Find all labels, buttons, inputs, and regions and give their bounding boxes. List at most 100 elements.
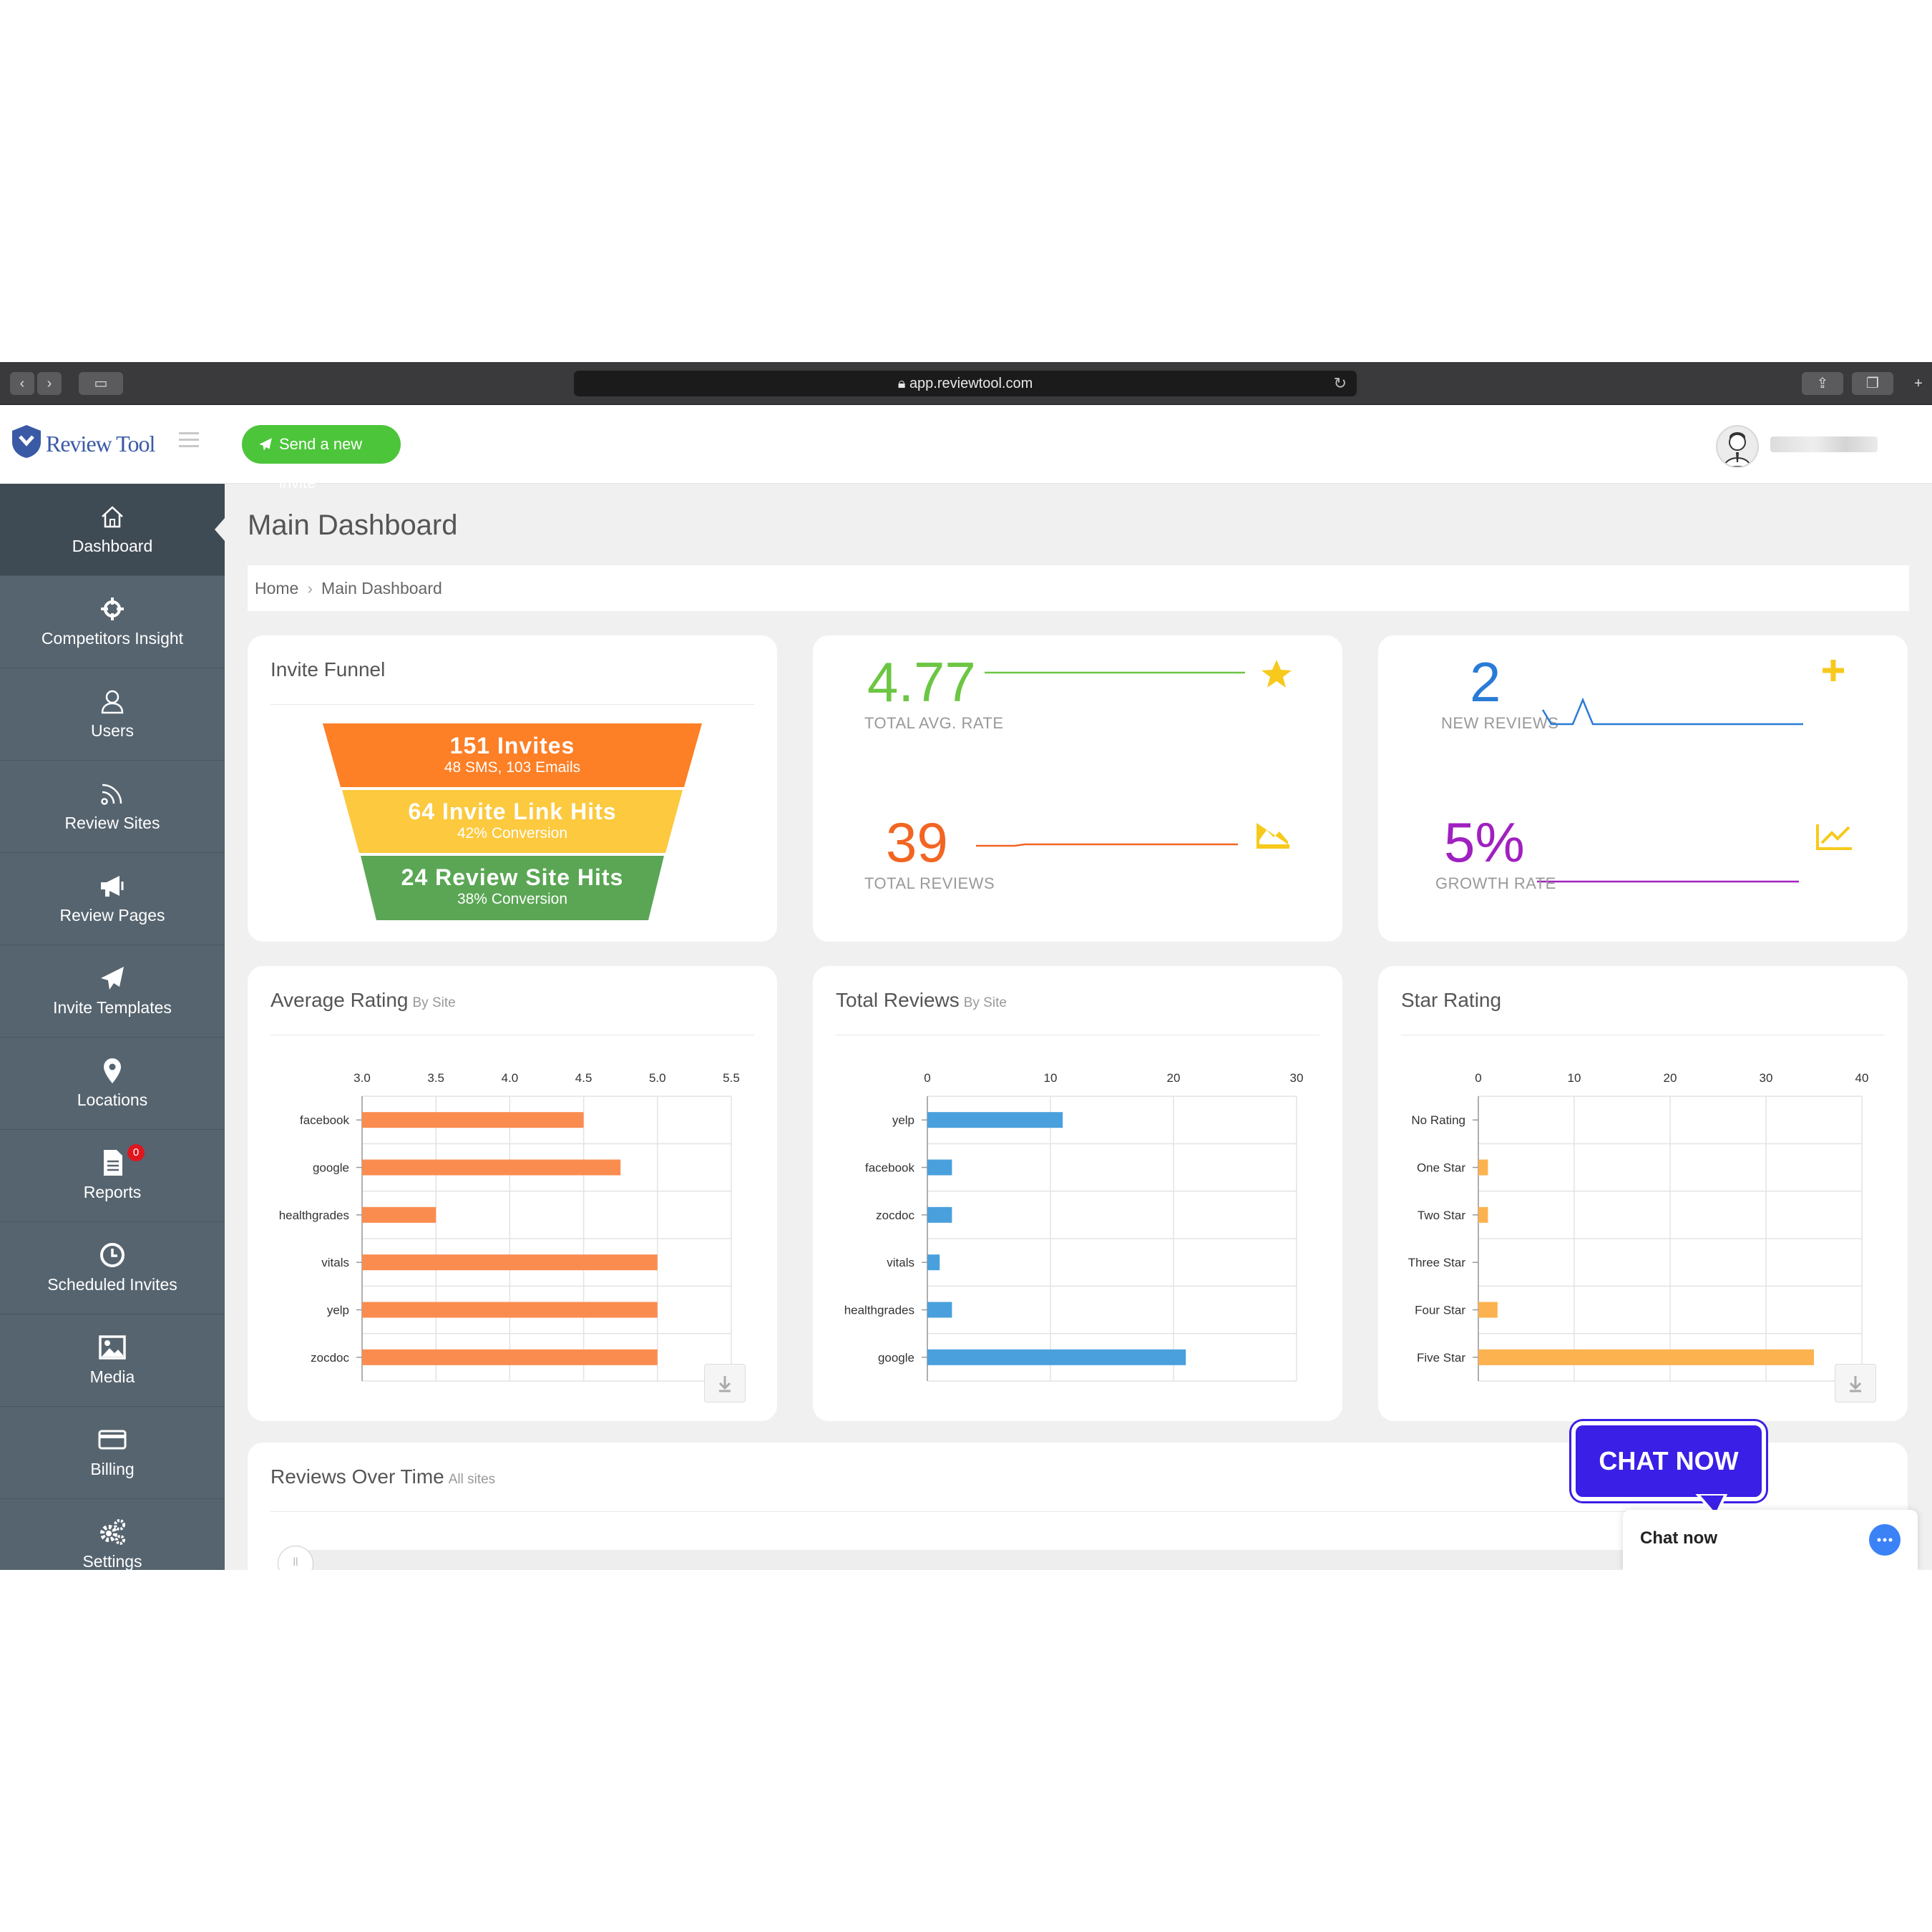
x-tick-label: 20 [1167,1071,1181,1085]
sidebar-item-scheduled-invites[interactable]: Scheduled Invites [0,1222,225,1314]
address-bar[interactable]: 🔒︎ app.reviewtool.com ↻ [574,371,1357,396]
funnel-stage-text: 24 Review Site Hits 38% Conversion [323,864,702,908]
card-title: Reviews Over Time All sites [270,1465,495,1488]
download-icon [1849,1376,1862,1392]
slider-handle[interactable]: ll [278,1546,313,1570]
sidebar-item-users[interactable]: Users [0,668,225,761]
sidebar-toggle-icon[interactable]: ▭ [79,372,123,395]
rss-icon [101,784,122,805]
megaphone-icon [101,876,124,897]
sidebar-item-competitors-insight[interactable]: Competitors Insight [0,576,225,668]
sidebar-item-reports[interactable]: 0 Reports [0,1130,225,1222]
y-category-label: zocdoc [876,1209,914,1222]
bar [362,1206,436,1223]
breadcrumb: Home › Main Dashboard [248,565,1909,611]
download-button[interactable] [1835,1364,1876,1402]
sidebar-item-media[interactable]: Media [0,1314,225,1407]
new-reviews-label: NEW REVIEWS [1441,714,1559,732]
sidebar-item-label: Media [89,1367,135,1386]
area-chart-icon [1257,823,1289,849]
avatar-image [1723,432,1752,467]
x-tick-label: 5.5 [723,1071,740,1085]
sidebar-item-review-sites[interactable]: Review Sites [0,761,225,853]
download-button[interactable] [704,1364,746,1402]
bar [362,1159,621,1176]
sidebar-item-locations[interactable]: Locations [0,1038,225,1130]
y-category-label: vitals [887,1256,914,1269]
total-reviews-value: 39 [886,811,948,874]
reload-icon[interactable]: ↻ [1333,374,1347,392]
chat-bubble-tail [1695,1494,1728,1518]
bar [362,1349,658,1365]
chat-now-bubble[interactable]: CHAT NOW [1571,1421,1766,1501]
y-category-label: vitals [321,1256,349,1269]
y-category-label: healthgrades [279,1209,349,1222]
user-name-blurred[interactable] [1770,436,1878,452]
new-reviews-sparkline [1541,697,1803,726]
sidebar-item-invite-templates[interactable]: Invite Templates [0,945,225,1038]
sidebar-item-label: Billing [90,1460,135,1478]
send-invite-button[interactable]: Send a new invite [242,425,401,492]
trend-up-icon [1816,824,1852,850]
average-rating-card: Average Rating By Site 3.0 3.5 4.0 4.5 5.0 5.5… [248,966,777,1421]
sidebar: Dashboard Competitors Insight Users Revi… [0,484,225,1570]
credit-card-icon [98,1430,127,1450]
divider [270,1511,1885,1512]
funnel-stage-sub: 48 SMS, 103 Emails [444,759,581,776]
sidebar-item-billing[interactable]: Billing [0,1407,225,1499]
funnel-stage-link-hits [342,790,683,853]
forward-icon[interactable]: › [37,372,62,395]
browser-window: ‹ › ▭ 🔒︎ app.reviewtool.com ↻ ⇪ ❐ + Revi… [0,362,1932,1570]
x-tick-label: 10 [1044,1071,1058,1085]
top-bar: Send a new invite [225,405,1932,492]
y-category-label: Five Star [1417,1351,1465,1365]
stat-sparklines [976,660,1292,849]
breadcrumb-home[interactable]: Home [255,579,299,597]
x-tick-label: 20 [1664,1071,1677,1085]
send-invite-label: Send a new invite [279,435,363,492]
tabs-icon[interactable]: ❐ [1852,372,1893,395]
sidebar-item-label: Reports [83,1183,142,1201]
avatar[interactable] [1716,425,1759,468]
chevron-right-icon: › [307,579,313,597]
divider [270,704,754,705]
chart-title: Total Reviews [836,989,960,1011]
new-tab-icon[interactable]: + [1905,372,1932,395]
y-category-label: No Rating [1411,1113,1465,1127]
bar [927,1254,940,1271]
y-category-label: Two Star [1418,1209,1465,1222]
x-tick-label: 0 [1475,1071,1481,1085]
bar [927,1112,1063,1128]
card-title: Total Reviews By Site [836,989,1007,1012]
bar [362,1254,658,1271]
chat-dots-icon[interactable] [1869,1524,1901,1556]
sidebar-item-label: Locations [77,1091,148,1109]
sidebar-item-dashboard[interactable]: Dashboard [0,484,225,576]
map-pin-icon [104,1058,121,1083]
chat-bar[interactable]: Chat now [1623,1510,1918,1570]
chart-title: Reviews Over Time [270,1465,444,1488]
funnel-stage-invites [323,723,702,787]
home-icon [102,506,123,528]
sidebar-item-label: Dashboard [72,537,153,555]
total-reviews-label: TOTAL REVIEWS [864,874,995,892]
back-icon[interactable]: ‹ [10,372,34,395]
time-range-slider[interactable]: ll [278,1546,1865,1570]
average-rating-chart: 3.0 3.5 4.0 4.5 5.0 5.5 facebook google healthgr… [279,1071,740,1382]
chart-title: Average Rating [270,989,409,1011]
logo-shield-icon [12,425,41,458]
funnel-stage-sub: 38% Conversion [457,891,568,907]
logo-text[interactable]: Review Tool [46,431,155,457]
y-category-label: Four Star [1415,1304,1465,1317]
star-icon [1262,660,1292,688]
chart-subtitle: By Site [963,995,1007,1010]
sidebar-item-settings[interactable]: Settings [0,1499,225,1570]
y-category-label: Three Star [1408,1256,1466,1269]
sidebar-item-review-pages[interactable]: Review Pages [0,853,225,945]
bar [1478,1206,1488,1223]
share-icon[interactable]: ⇪ [1802,372,1843,395]
star-rating-card: Star Rating 0 10 20 30 40 No Rating One Star Tw… [1378,966,1908,1421]
y-category-label: healthgrades [844,1304,914,1317]
image-icon [99,1335,126,1360]
hamburger-menu-icon[interactable] [179,432,199,449]
